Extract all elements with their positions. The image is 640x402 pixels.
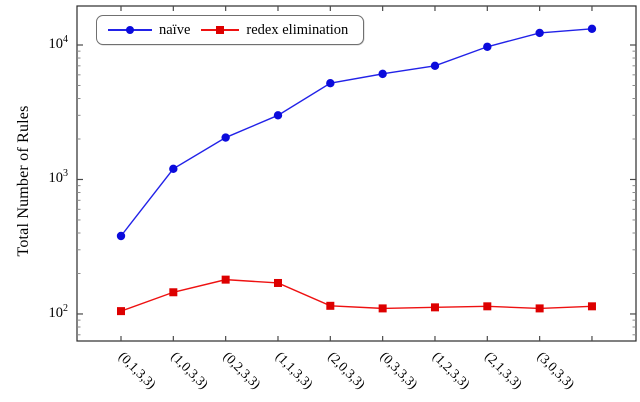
- circle-marker-icon: [430, 61, 440, 71]
- x-tick-label: (0,2,3,3): [221, 349, 264, 392]
- circle-marker-icon: [587, 24, 597, 33]
- legend-label-naive: naïve: [159, 21, 191, 38]
- circle-marker-icon: [126, 26, 134, 34]
- square-marker-icon: [326, 301, 335, 310]
- x-tick-label: (2,0,3,3): [325, 349, 368, 392]
- x-tick-label: (3,0,3,3): [535, 349, 578, 392]
- redex-line-sample: [201, 26, 240, 34]
- circle-marker-icon: [116, 231, 126, 241]
- square-marker-icon: [483, 302, 492, 311]
- legend-label-redex: redex elimination: [246, 21, 349, 38]
- y-tick-label: 102: [48, 303, 69, 321]
- circle-marker-icon: [483, 42, 492, 51]
- square-marker-icon: [169, 288, 178, 297]
- naive-line-sample: [108, 26, 152, 34]
- x-tick-label: (1,2,3,3): [430, 349, 473, 392]
- x-tick-label: (2,1,3,3): [482, 349, 525, 392]
- square-marker-icon: [221, 275, 230, 284]
- square-marker-icon: [273, 278, 282, 287]
- axis-frame: [76, 5, 637, 342]
- square-marker-icon: [378, 304, 387, 313]
- x-tick-label: (0,1,3,3): [116, 349, 159, 392]
- x-tick-label: (1,0,3,3): [168, 349, 211, 392]
- square-marker-icon: [117, 307, 125, 316]
- naive-line: [120, 28, 593, 237]
- square-marker-icon: [587, 302, 596, 311]
- circle-marker-icon: [378, 69, 387, 79]
- circle-marker-icon: [273, 111, 283, 120]
- square-marker-icon: [216, 26, 225, 34]
- circle-marker-icon: [169, 164, 178, 174]
- square-marker-icon: [535, 304, 544, 313]
- y-tick-label: 103: [48, 168, 69, 187]
- x-tick-label: (0,3,3,3): [378, 349, 421, 392]
- y-tick-label: 104: [48, 34, 69, 52]
- circle-marker-icon: [221, 133, 230, 142]
- x-tick-label: (1,1,3,3): [273, 349, 316, 392]
- square-marker-icon: [430, 303, 439, 312]
- circle-marker-icon: [326, 78, 335, 88]
- circle-marker-icon: [535, 28, 544, 38]
- legend-box: naïve redex elimination: [96, 15, 365, 45]
- redex-line: [120, 278, 592, 312]
